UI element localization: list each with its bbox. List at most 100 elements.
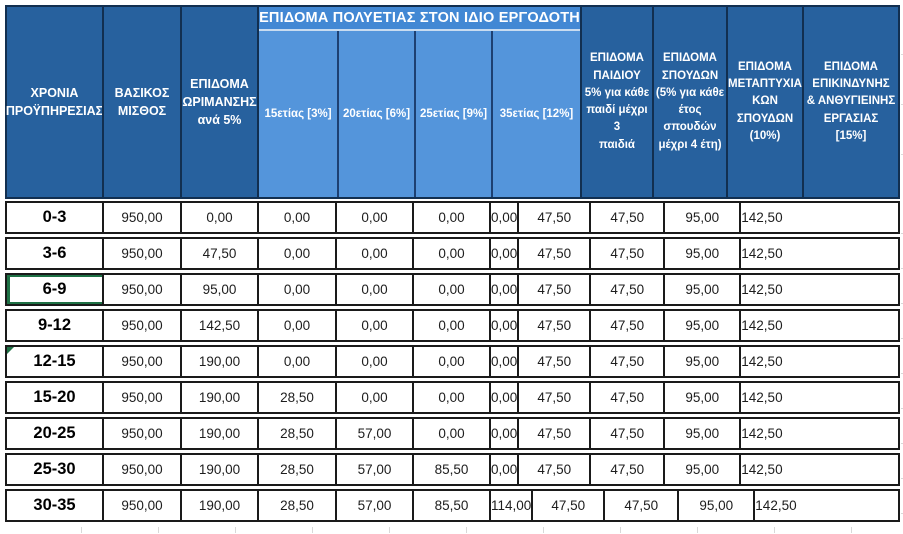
header-maturity-allowance[interactable]: ΕΠΙΔΟΜΑ ΩΡΙΜΑΝΣΗΣ ανά 5% [180,7,257,197]
value-cell[interactable]: 47,50 [517,347,589,376]
value-cell[interactable]: 190,00 [180,383,257,412]
value-cell[interactable]: 0,00 [412,275,489,304]
value-cell[interactable]: 95,00 [663,455,739,484]
value-cell[interactable]: 142,50 [739,455,783,484]
value-cell[interactable]: 57,00 [335,419,412,448]
value-cell[interactable]: 114,00 [489,491,531,520]
value-cell[interactable]: 47,50 [180,239,257,268]
value-cell[interactable]: 190,00 [180,419,257,448]
value-cell[interactable]: 0,00 [335,383,412,412]
value-cell[interactable]: 190,00 [180,491,257,520]
row-label-cell[interactable]: 6-9 [7,275,102,304]
value-cell[interactable]: 0,00 [335,311,412,340]
value-cell[interactable]: 47,50 [517,311,589,340]
value-cell[interactable]: 95,00 [663,239,739,268]
header-years-of-service[interactable]: ΧΡΟΝΙΑ ΠΡΟΫΠΗΡΕΣΙΑΣ [6,7,103,197]
row-label-cell[interactable]: 30-35 [33,496,76,514]
value-cell[interactable]: 0,00 [335,239,412,268]
header-postgraduate-allowance[interactable]: ΕΠΙΔΟΜΑ ΜΕΤΑΠΤΥΧΙΑ ΚΩΝ ΣΠΟΥΔΩΝ (10%) [726,7,802,197]
value-cell[interactable]: 47,50 [517,455,589,484]
value-cell[interactable]: 142,50 [739,239,783,268]
value-cell[interactable]: 47,50 [589,311,663,340]
value-cell[interactable]: 0,00 [335,347,412,376]
value-cell[interactable]: 95,00 [663,419,739,448]
row-label-cell[interactable]: 20-25 [33,424,76,442]
value-cell[interactable]: 142,50 [739,203,783,232]
value-cell[interactable]: 0,00 [412,419,489,448]
value-cell[interactable]: 142,50 [739,347,783,376]
header-basic-salary[interactable]: ΒΑΣΙΚΟΣ ΜΙΣΘΟΣ [102,7,180,197]
value-cell[interactable]: 950,00 [102,455,180,484]
value-cell[interactable]: 95,00 [663,311,739,340]
value-cell[interactable]: 950,00 [102,203,180,232]
value-cell[interactable]: 0,00 [335,203,412,232]
value-cell[interactable]: 47,50 [603,491,677,520]
value-cell[interactable]: 0,00 [257,203,335,232]
value-cell[interactable]: 142,50 [739,311,783,340]
value-cell[interactable]: 142,50 [753,491,797,520]
value-cell[interactable]: 47,50 [589,275,663,304]
value-cell[interactable]: 47,50 [517,383,589,412]
value-cell[interactable]: 47,50 [589,383,663,412]
value-cell[interactable]: 57,00 [335,455,412,484]
value-cell[interactable]: 95,00 [180,275,257,304]
value-cell[interactable]: 28,50 [257,491,335,520]
value-cell[interactable]: 0,00 [412,239,489,268]
value-cell[interactable]: 0,00 [489,311,517,340]
value-cell[interactable]: 95,00 [663,203,739,232]
value-cell[interactable]: 950,00 [102,239,180,268]
value-cell[interactable]: 0,00 [335,275,412,304]
value-cell[interactable]: 0,00 [489,203,517,232]
value-cell[interactable]: 47,50 [517,419,589,448]
value-cell[interactable]: 142,50 [180,311,257,340]
value-cell[interactable]: 85,50 [412,491,489,520]
header-35years[interactable]: 35ετίας [12%] [491,31,580,197]
header-studies-allowance[interactable]: ΕΠΙΔΟΜΑ ΣΠΟΥΔΩΝ (5% για κάθε έτος σπουδώ… [652,7,726,197]
value-cell[interactable]: 0,00 [257,275,335,304]
value-cell[interactable]: 0,00 [180,203,257,232]
value-cell[interactable]: 47,50 [531,491,603,520]
value-cell[interactable]: 28,50 [257,455,335,484]
header-child-allowance[interactable]: ΕΠΙΔΟΜΑ ΠΑΙΔΙΟΥ 5% για κάθε παιδί μέχρι … [580,7,652,197]
header-15years[interactable]: 15ετίας [3%] [259,31,337,197]
value-cell[interactable]: 47,50 [589,239,663,268]
value-cell[interactable]: 47,50 [517,275,589,304]
value-cell[interactable]: 950,00 [102,383,180,412]
value-cell[interactable]: 950,00 [102,275,180,304]
header-20years[interactable]: 20ετίας [6%] [337,31,414,197]
value-cell[interactable]: 85,50 [412,455,489,484]
value-cell[interactable]: 190,00 [180,455,257,484]
value-cell[interactable]: 95,00 [663,383,739,412]
value-cell[interactable]: 0,00 [257,239,335,268]
row-label-cell[interactable]: 15-20 [33,388,76,406]
value-cell[interactable]: 0,00 [489,455,517,484]
value-cell[interactable]: 0,00 [489,347,517,376]
value-cell[interactable]: 57,00 [335,491,412,520]
value-cell[interactable]: 950,00 [102,419,180,448]
value-cell[interactable]: 47,50 [517,203,589,232]
value-cell[interactable]: 190,00 [180,347,257,376]
value-cell[interactable]: 47,50 [589,419,663,448]
value-cell[interactable]: 47,50 [517,239,589,268]
value-cell[interactable]: 142,50 [739,275,783,304]
value-cell[interactable]: 0,00 [412,347,489,376]
value-cell[interactable]: 28,50 [257,419,335,448]
value-cell[interactable]: 950,00 [102,347,180,376]
value-cell[interactable]: 0,00 [412,311,489,340]
value-cell[interactable]: 28,50 [257,383,335,412]
value-cell[interactable]: 47,50 [589,347,663,376]
value-cell[interactable]: 142,50 [739,383,783,412]
row-label-cell[interactable]: 12-15 [7,347,102,376]
header-longevity-title[interactable]: ΕΠΙΔΟΜΑ ΠΟΛΥΕΤΙΑΣ ΣΤΟΝ ΙΔΙΟ ΕΡΓΟΔΟΤΗ [259,7,580,31]
value-cell[interactable]: 47,50 [589,203,663,232]
header-25years[interactable]: 25ετίας [9%] [414,31,491,197]
value-cell[interactable]: 0,00 [257,311,335,340]
value-cell[interactable]: 950,00 [102,311,180,340]
value-cell[interactable]: 0,00 [489,419,517,448]
header-hazardous-work-allowance[interactable]: ΕΠΙΔΟΜΑ ΕΠΙΚΙΝΔΥΝΗΣ & ΑΝΘΥΓΙΕΙΝΗΣ ΕΡΓΑΣΙ… [802,7,898,197]
value-cell[interactable]: 0,00 [412,383,489,412]
value-cell[interactable]: 95,00 [677,491,753,520]
value-cell[interactable]: 47,50 [589,455,663,484]
value-cell[interactable]: 950,00 [102,491,180,520]
row-label-cell[interactable]: 0-3 [42,208,67,226]
